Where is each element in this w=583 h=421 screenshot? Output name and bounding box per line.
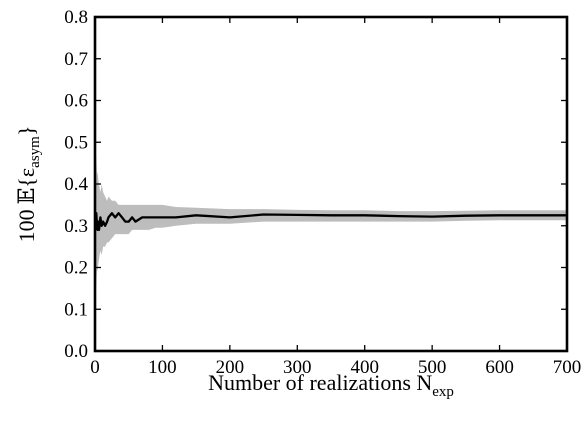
y-tick-label: 0.8 xyxy=(64,7,88,28)
axis-ticks: 0 100 200 300 400 500 600 700 0.0 0.1 0.2 0.3 0.4 0.5… xyxy=(64,7,581,378)
y-tick-label: 0.5 xyxy=(64,132,88,153)
mean-series-line xyxy=(94,212,567,232)
y-axis-label: 100 𝔼{εasym} xyxy=(14,126,43,243)
y-axis-label-suffix: } xyxy=(14,126,39,137)
y-tick-label: 0.4 xyxy=(64,174,88,195)
x-tick-label: 600 xyxy=(485,357,514,378)
x-tick-label: 200 xyxy=(216,357,245,378)
plot-frame xyxy=(93,15,569,353)
x-tick-label: 400 xyxy=(350,357,379,378)
x-axis-label-subscript: exp xyxy=(432,384,454,400)
y-axis-label-subscript: asym xyxy=(27,136,43,168)
x-tick-label: 0 xyxy=(90,357,100,378)
y-tick-label: 0.3 xyxy=(64,216,88,237)
x-tick-label: 700 xyxy=(553,357,582,378)
confidence-band xyxy=(95,150,567,297)
y-tick-label: 0.2 xyxy=(64,258,88,279)
y-axis-label-prefix: 100 xyxy=(14,209,39,242)
x-tick-label: 500 xyxy=(418,357,447,378)
x-tick-label: 300 xyxy=(283,357,312,378)
y-tick-label: 0.0 xyxy=(64,341,88,362)
y-tick-label: 0.6 xyxy=(64,91,88,112)
x-tick-label: 100 xyxy=(148,357,177,378)
x-axis-label: Number of realizations Nexp xyxy=(208,370,454,400)
y-tick-label: 0.7 xyxy=(64,49,88,70)
plot-area xyxy=(94,150,567,297)
y-tick-label: 0.1 xyxy=(64,299,88,320)
y-axis-label-operator: 𝔼{ε xyxy=(14,168,39,205)
x-axis-label-main: Number of realizations N xyxy=(208,370,432,395)
